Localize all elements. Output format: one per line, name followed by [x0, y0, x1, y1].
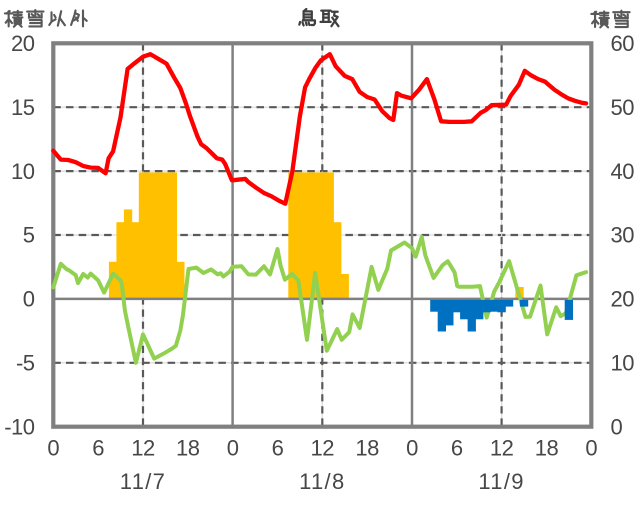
- svg-text:20: 20: [611, 287, 635, 312]
- svg-text:11/9: 11/9: [478, 469, 524, 494]
- svg-text:6: 6: [272, 435, 284, 460]
- svg-text:-5: -5: [16, 351, 35, 376]
- svg-text:10: 10: [611, 351, 635, 376]
- svg-text:-10: -10: [4, 414, 35, 439]
- svg-text:11/7: 11/7: [120, 469, 166, 494]
- svg-text:20: 20: [11, 31, 35, 56]
- svg-text:18: 18: [355, 435, 379, 460]
- svg-text:5: 5: [23, 223, 35, 248]
- svg-text:12: 12: [490, 435, 514, 460]
- svg-text:60: 60: [611, 31, 635, 56]
- svg-text:0: 0: [47, 435, 59, 460]
- svg-text:12: 12: [131, 435, 155, 460]
- svg-text:0: 0: [611, 414, 623, 439]
- svg-text:0: 0: [406, 435, 418, 460]
- svg-text:11/8: 11/8: [299, 469, 345, 494]
- svg-text:30: 30: [611, 223, 635, 248]
- svg-text:18: 18: [176, 435, 200, 460]
- svg-text:40: 40: [611, 159, 635, 184]
- svg-text:15: 15: [11, 95, 35, 120]
- svg-text:0: 0: [23, 287, 35, 312]
- svg-text:50: 50: [611, 95, 635, 120]
- svg-text:6: 6: [92, 435, 104, 460]
- svg-text:0: 0: [227, 435, 239, 460]
- svg-text:0: 0: [585, 435, 597, 460]
- svg-text:6: 6: [451, 435, 463, 460]
- svg-text:10: 10: [11, 159, 35, 184]
- svg-text:12: 12: [311, 435, 335, 460]
- svg-text:18: 18: [535, 435, 559, 460]
